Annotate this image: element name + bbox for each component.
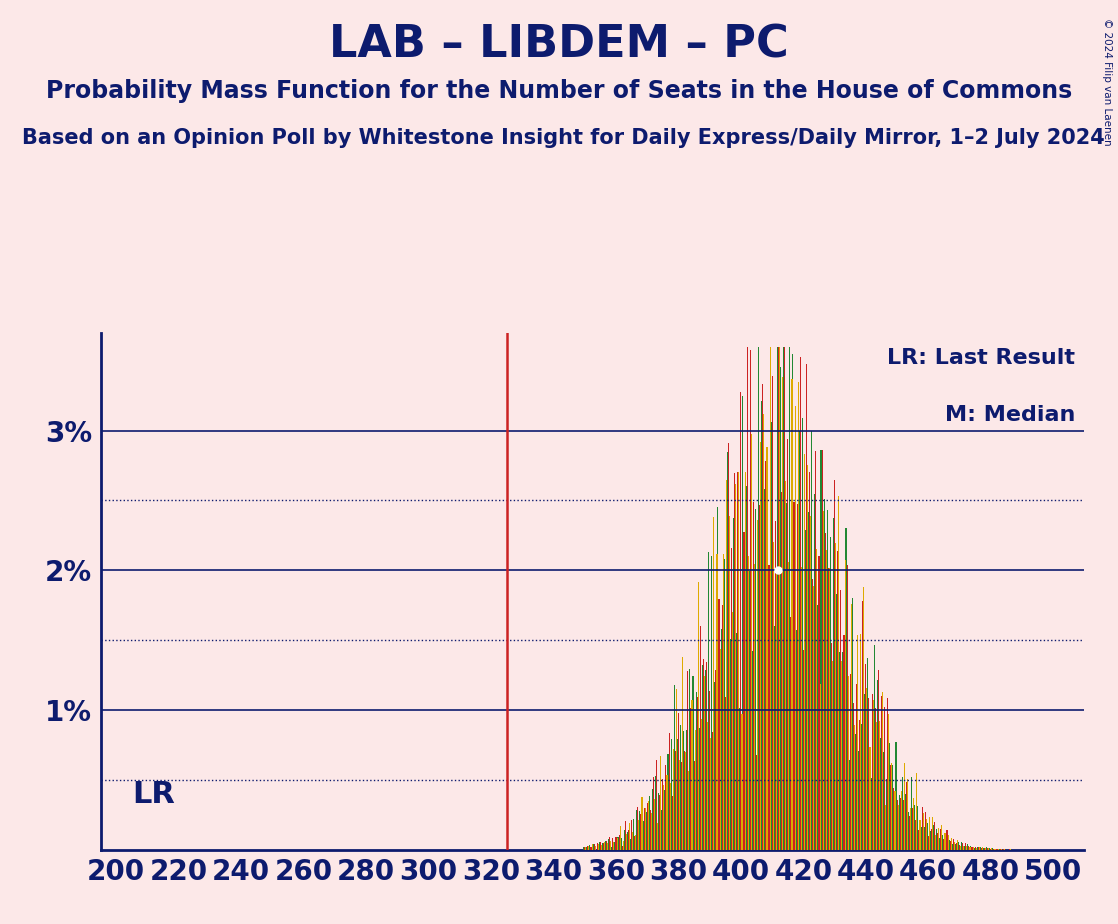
Text: LR: Last Result: LR: Last Result (887, 348, 1076, 368)
Text: LR: LR (132, 780, 174, 808)
Text: Based on an Opinion Poll by Whitestone Insight for Daily Express/Daily Mirror, 1: Based on an Opinion Poll by Whitestone I… (22, 128, 1105, 148)
Text: Probability Mass Function for the Number of Seats in the House of Commons: Probability Mass Function for the Number… (46, 79, 1072, 103)
Text: © 2024 Filip van Laenen: © 2024 Filip van Laenen (1102, 18, 1112, 146)
Text: LAB – LIBDEM – PC: LAB – LIBDEM – PC (329, 23, 789, 67)
Text: M: Median: M: Median (945, 405, 1076, 425)
